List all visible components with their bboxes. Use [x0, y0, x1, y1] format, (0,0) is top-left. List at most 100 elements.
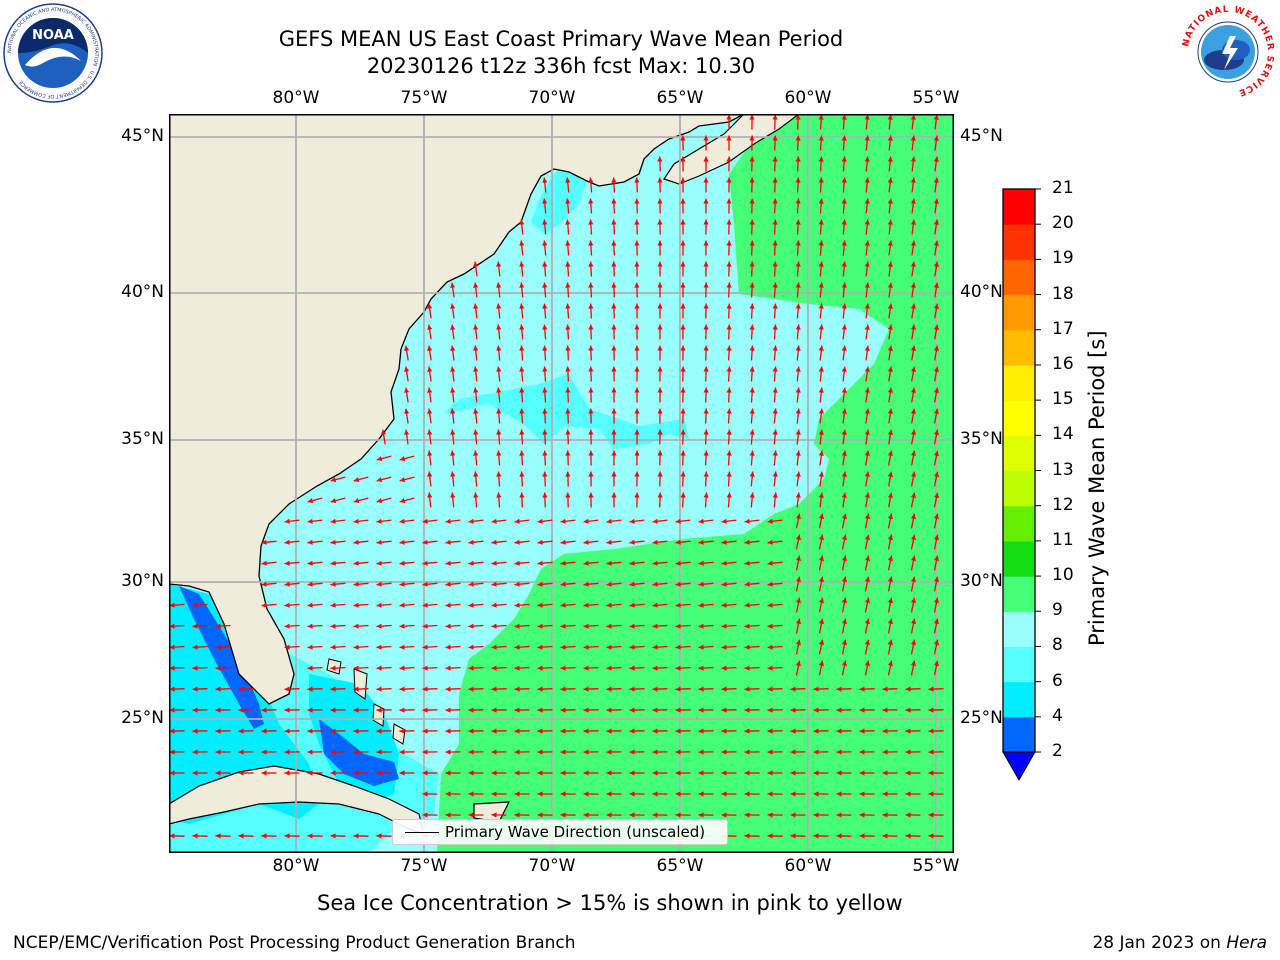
wave-arrow: [767, 749, 783, 755]
wave-arrow: [905, 833, 921, 839]
wave-arrow: [887, 261, 893, 277]
wave-arrow: [519, 324, 525, 340]
wave-arrow: [749, 114, 755, 130]
wave-arrow: [560, 686, 576, 692]
wave-arrow: [445, 602, 461, 608]
wave-arrow: [726, 492, 732, 508]
wave-arrow: [611, 240, 617, 256]
wave-arrow: [560, 665, 576, 671]
wave-arrow: [767, 770, 783, 776]
wave-arrow: [841, 660, 847, 676]
wave-arrow: [859, 770, 875, 776]
wave-arrow: [583, 749, 599, 755]
wave-arrow: [450, 471, 456, 487]
wave-arrow: [634, 177, 640, 193]
wave-arrow: [514, 749, 530, 755]
wave-arrow: [634, 240, 640, 256]
colorbar-tick-label: 19: [1052, 248, 1074, 269]
wave-arrow: [560, 518, 576, 524]
wave-arrow: [910, 114, 916, 130]
wave-arrow: [657, 492, 663, 508]
wave-arrow: [473, 324, 479, 340]
wave-arrow: [307, 539, 323, 545]
wave-arrow: [772, 177, 778, 193]
wave-arrow: [910, 639, 916, 655]
wave-arrow: [491, 749, 507, 755]
wave-arrow: [652, 791, 668, 797]
wave-arrow: [583, 518, 599, 524]
wave-arrow: [795, 534, 801, 550]
wave-arrow: [675, 644, 691, 650]
wave-arrow: [611, 429, 617, 445]
wave-arrow: [307, 728, 323, 734]
wave-arrow: [841, 639, 847, 655]
wave-arrow: [445, 623, 461, 629]
wave-arrow: [703, 303, 709, 319]
wave-arrow: [749, 282, 755, 298]
wave-arrow: [634, 408, 640, 424]
wave-arrow: [353, 686, 369, 692]
wave-arrow: [813, 791, 829, 797]
wave-arrow: [606, 539, 622, 545]
wave-arrow: [882, 812, 898, 818]
wave-arrow: [841, 156, 847, 172]
wave-arrow: [261, 770, 277, 776]
wave-arrow: [726, 303, 732, 319]
wave-arrow: [813, 749, 829, 755]
wave-arrow: [703, 282, 709, 298]
wave-arrow: [910, 597, 916, 613]
wave-arrow: [933, 261, 939, 277]
wave-arrow: [261, 707, 277, 713]
wave-arrow: [749, 240, 755, 256]
wave-arrow: [818, 513, 824, 529]
wave-arrow: [353, 749, 369, 755]
wave-arrow: [772, 282, 778, 298]
wave-arrow: [445, 665, 461, 671]
colorbar-band: [1003, 470, 1035, 507]
wave-arrow: [583, 728, 599, 734]
wave-arrow: [422, 707, 438, 713]
wave-arrow: [445, 728, 461, 734]
wave-arrow: [818, 387, 824, 403]
wave-arrow: [813, 833, 829, 839]
wave-arrow: [353, 581, 369, 587]
wave-arrow: [887, 513, 893, 529]
wave-arrow: [910, 387, 916, 403]
wave-arrow: [887, 660, 893, 676]
wave-arrow: [841, 324, 847, 340]
lat-tick-label: 45°N: [121, 126, 164, 146]
wave-arrow: [376, 749, 392, 755]
wave-arrow: [933, 597, 939, 613]
wave-arrow: [611, 177, 617, 193]
wave-arrow: [767, 623, 783, 629]
wave-arrow: [473, 261, 479, 277]
wave-arrow: [698, 518, 714, 524]
wave-arrow: [468, 791, 484, 797]
wave-arrow: [399, 623, 415, 629]
wave-arrow: [767, 833, 783, 839]
lat-tick-label: 35°N: [960, 429, 1003, 449]
wave-arrow: [744, 602, 760, 608]
wave-arrow: [588, 366, 594, 382]
wave-arrow: [933, 282, 939, 298]
wave-arrow: [698, 644, 714, 650]
wave-arrow: [726, 282, 732, 298]
lon-tick-label: 80°W: [272, 856, 320, 876]
wave-arrow: [215, 686, 231, 692]
wave-arrow: [841, 450, 847, 466]
wave-arrow: [422, 539, 438, 545]
wave-arrow: [772, 303, 778, 319]
wave-arrow: [680, 198, 686, 214]
wave-arrow: [468, 812, 484, 818]
wave-arrow: [905, 728, 921, 734]
wave-arrow: [841, 240, 847, 256]
wave-arrow: [215, 707, 231, 713]
wave-arrow: [680, 156, 686, 172]
colorbar-band: [1003, 400, 1035, 436]
colorbar-tick-label: 2: [1052, 741, 1063, 761]
wave-arrow: [818, 303, 824, 319]
wave-arrow: [560, 791, 576, 797]
wave-arrow: [542, 198, 548, 214]
wave-arrow: [560, 812, 576, 818]
wave-arrow: [675, 623, 691, 629]
